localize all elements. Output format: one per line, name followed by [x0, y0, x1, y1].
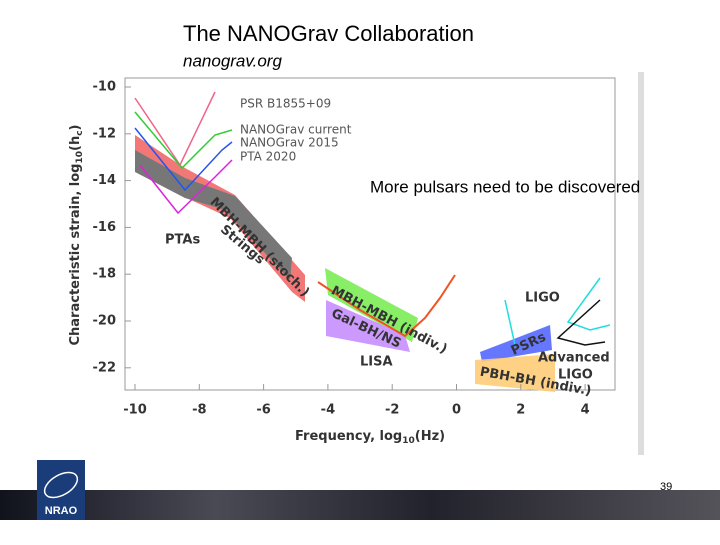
legend-item: PTA 2020: [240, 150, 296, 164]
logo-text: NRAO: [45, 505, 78, 517]
pta-2020-curve: [139, 159, 233, 215]
y-tick-label: -22: [93, 360, 117, 375]
x-label-part: (Hz): [415, 429, 445, 444]
x-label-sub: 10: [402, 436, 415, 446]
nanograv-2015-curve: [134, 127, 233, 192]
x-tick-label: -2: [385, 403, 399, 418]
ligo-curve: [566, 277, 611, 331]
y-label-sub: c: [75, 130, 85, 135]
y-tick-label: -10: [93, 80, 117, 95]
label: LISA: [360, 355, 393, 370]
x-tick-label: -4: [321, 403, 335, 418]
mbh-stoch-band: [135, 150, 292, 280]
gal-band: [326, 300, 410, 352]
annotation: More pulsars need to be discovered: [370, 177, 640, 196]
y-tick-label: -16: [93, 220, 117, 235]
x-label-part: Frequency, log: [295, 429, 402, 444]
y-axis-label: Characteristic strain, log10(hc): [68, 124, 85, 345]
x-tick-label: 4: [581, 403, 590, 418]
x-tick-label: -6: [256, 403, 270, 418]
y-label-sub: 10: [75, 151, 85, 164]
x-tick-label: -10: [123, 403, 147, 418]
y-tick-label: -18: [93, 267, 117, 282]
figure-edge: [638, 72, 644, 455]
plot-frame: [124, 77, 616, 391]
psrs-band: [480, 325, 552, 362]
legend-item: PSR B1855+09: [240, 97, 331, 111]
ligo-curve-2: [504, 299, 516, 346]
legend-item: NANOGrav 2015: [240, 136, 339, 150]
nanograv-current-curve: [134, 111, 233, 170]
footer-strip: [0, 490, 720, 520]
label: PTAs: [165, 233, 200, 248]
page-number: 39: [660, 481, 672, 493]
x-axis-label: Frequency, log10(Hz): [295, 429, 445, 446]
label: Advanced: [538, 351, 610, 366]
y-tick-label: -12: [93, 126, 117, 141]
mbh-indiv-band: [325, 268, 418, 342]
x-tick-label: -8: [192, 403, 206, 418]
y-label-part: ): [68, 124, 83, 130]
figure: PSR B1855+09 NANOGrav current NANOGrav 2…: [60, 72, 644, 455]
y-tick-label: -14: [93, 173, 117, 188]
pbh-band: [475, 354, 555, 392]
label: LIGO: [525, 291, 560, 306]
y-label-part: (h: [68, 136, 83, 151]
label: LIGO: [558, 368, 593, 383]
y-tick-label: -20: [93, 314, 117, 329]
lisa-curve: [317, 274, 456, 338]
x-tick-label: 0: [452, 403, 461, 418]
adv-ligo-curve: [556, 299, 606, 346]
figure-bg: [60, 72, 640, 455]
slide-subtitle: nanograv.org: [183, 51, 282, 70]
y-label-part: Characteristic strain, log: [68, 164, 83, 346]
x-tick-label: 2: [516, 403, 525, 418]
slide-title: The NANOGrav Collaboration: [183, 21, 474, 46]
logo-orbit: [43, 471, 79, 499]
legend-item: NANOGrav current: [240, 123, 352, 137]
